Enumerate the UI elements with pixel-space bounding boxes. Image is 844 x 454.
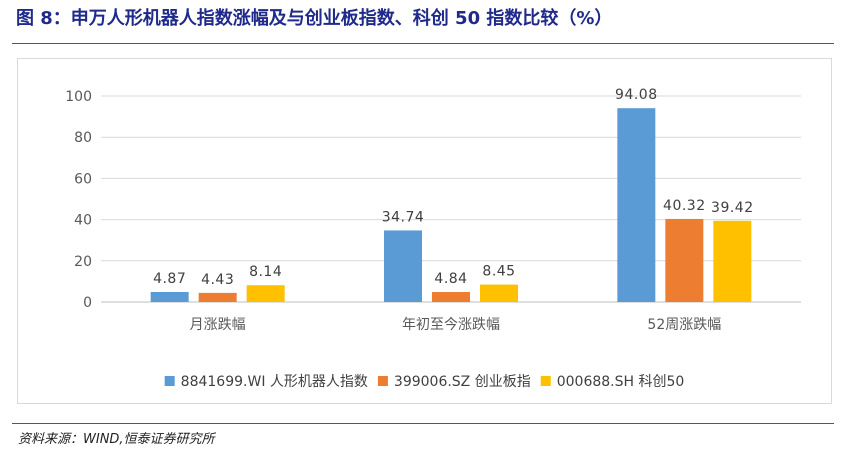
data-label: 94.08 bbox=[615, 87, 658, 103]
y-tick-label: 40 bbox=[74, 213, 92, 229]
data-label: 39.42 bbox=[711, 200, 754, 216]
chart-frame: 0 20 40 60 80 100 月涨跌幅 年初至今涨跌幅 52周涨跌幅 4.87 4.43 8.… bbox=[17, 58, 832, 404]
label-layer: 4.87 4.43 8.14 34.74 4.84 8.45 94.08 40.32 39.42 bbox=[153, 87, 754, 288]
legend-swatch bbox=[164, 376, 175, 386]
y-tick-label: 60 bbox=[74, 171, 92, 187]
data-label: 8.14 bbox=[249, 264, 282, 280]
data-label: 4.84 bbox=[434, 271, 467, 287]
bar bbox=[246, 285, 285, 302]
legend-label: 000688.SH 科创50 bbox=[557, 374, 685, 390]
bar bbox=[665, 218, 704, 302]
data-label: 4.43 bbox=[201, 272, 234, 288]
y-tick-label: 80 bbox=[74, 130, 92, 146]
bar bbox=[713, 220, 752, 302]
legend-swatch bbox=[377, 376, 388, 386]
y-tick-label: 100 bbox=[65, 89, 92, 105]
data-label: 8.45 bbox=[482, 264, 515, 280]
data-label: 40.32 bbox=[663, 198, 706, 214]
x-tick-label: 52周涨跌幅 bbox=[647, 317, 721, 333]
data-label: 34.74 bbox=[382, 209, 425, 225]
bar bbox=[432, 292, 470, 302]
bar-layer bbox=[150, 108, 752, 302]
x-tick-label: 月涨跌幅 bbox=[190, 317, 246, 333]
legend-swatch bbox=[540, 376, 551, 386]
top-divider bbox=[12, 43, 834, 44]
bottom-divider bbox=[12, 423, 834, 424]
y-tick-label: 0 bbox=[83, 295, 92, 311]
source-note: 资料来源：WIND,恒泰证券研究所 bbox=[18, 432, 215, 447]
bar bbox=[384, 230, 422, 302]
legend-label: 399006.SZ 创业板指 bbox=[394, 374, 531, 390]
legend-label: 8841699.WI 人形机器人指数 bbox=[181, 374, 368, 390]
data-label: 4.87 bbox=[153, 271, 186, 287]
bar bbox=[198, 292, 237, 302]
bar bbox=[150, 291, 189, 302]
figure-title: 图 8：申万人形机器人指数涨幅及与创业板指数、科创 50 指数比较（%） bbox=[16, 8, 613, 29]
bar-chart: 0 20 40 60 80 100 月涨跌幅 年初至今涨跌幅 52周涨跌幅 4.87 4.43 8.… bbox=[65, 87, 801, 390]
x-tick-label: 年初至今涨跌幅 bbox=[402, 316, 500, 333]
bar bbox=[617, 108, 656, 302]
legend: 8841699.WI 人形机器人指数 399006.SZ 创业板指 000688.S… bbox=[164, 374, 685, 390]
bar bbox=[480, 284, 518, 302]
y-tick-label: 20 bbox=[74, 254, 92, 270]
